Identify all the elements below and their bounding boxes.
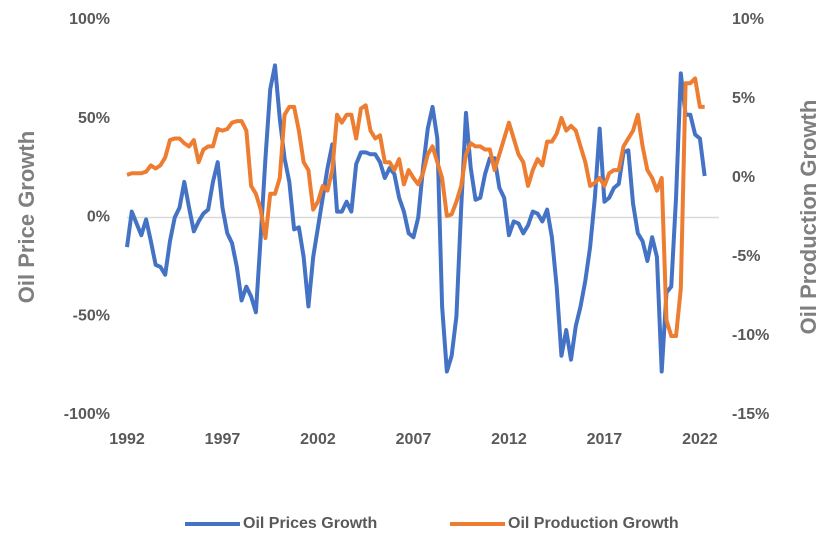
x-tick-label: 2002 bbox=[300, 431, 336, 448]
y2-tick-label: -10% bbox=[732, 327, 769, 344]
y2-tick-label: -5% bbox=[732, 248, 760, 265]
legend-label: Oil Prices Growth bbox=[243, 515, 377, 532]
y-tick-label: 50% bbox=[78, 110, 110, 127]
y-tick-label: 100% bbox=[69, 11, 110, 28]
y2-tick-label: 10% bbox=[732, 11, 764, 28]
legend-label: Oil Production Growth bbox=[508, 515, 679, 532]
y2-tick-label: -15% bbox=[732, 406, 769, 423]
y-tick-label: -50% bbox=[73, 307, 110, 324]
x-tick-label: 2007 bbox=[396, 431, 432, 448]
y-tick-label: -100% bbox=[64, 406, 110, 423]
x-tick-label: 2012 bbox=[491, 431, 527, 448]
x-tick-label: 1997 bbox=[205, 431, 241, 448]
y2-tick-label: 0% bbox=[732, 169, 755, 186]
series-line bbox=[125, 63, 707, 374]
series-line bbox=[126, 76, 705, 338]
y-tick-label: 0% bbox=[87, 209, 110, 226]
x-tick-label: 2017 bbox=[587, 431, 623, 448]
y2-tick-label: 5% bbox=[732, 90, 755, 107]
x-tick-label: 2022 bbox=[682, 431, 718, 448]
y2-axis-title: Oil Production Growth bbox=[796, 100, 821, 335]
x-tick-label: 1992 bbox=[109, 431, 145, 448]
y-axis-title: Oil Price Growth bbox=[14, 131, 39, 303]
